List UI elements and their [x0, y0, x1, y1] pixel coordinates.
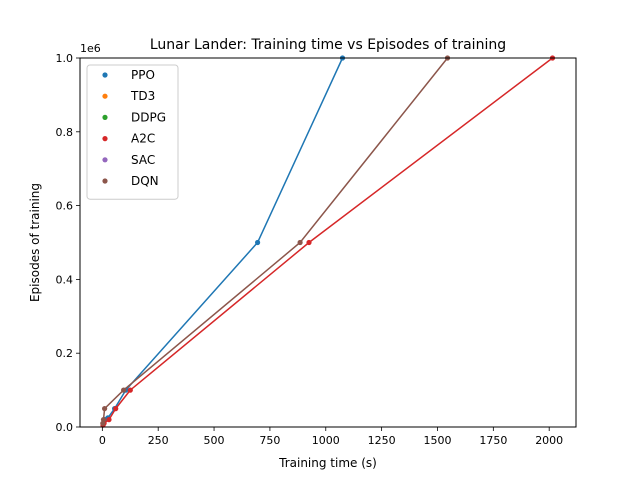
x-tick-label: 250 — [148, 434, 169, 447]
x-tick-label: 0 — [99, 434, 106, 447]
legend-label-ddpg: DDPG — [131, 110, 166, 124]
data-point-a2c — [127, 387, 133, 393]
x-tick-label: 750 — [259, 434, 280, 447]
legend-label-td3: TD3 — [130, 89, 155, 103]
y-tick-label: 1.0 — [56, 52, 74, 65]
data-point-dqn — [102, 406, 108, 412]
x-axis-label: Training time (s) — [278, 456, 377, 470]
y-tick-label: 0.4 — [56, 273, 74, 286]
x-tick-label: 1750 — [479, 434, 507, 447]
legend-label-a2c: A2C — [131, 132, 155, 146]
y-axis: 0.0 0.2 0.4 0.6 0.8 1.0 — [56, 52, 80, 434]
x-axis: 0 250 500 750 1000 1250 1500 1750 2000 — [99, 427, 563, 447]
legend: PPO TD3 DDPG A2C SAC DQN — [86, 64, 179, 200]
data-point-dqn — [121, 387, 127, 393]
legend-label-ppo: PPO — [131, 68, 155, 82]
legend-marker-ppo — [102, 72, 108, 78]
x-tick-label: 1250 — [368, 434, 396, 447]
data-point-a2c — [106, 417, 112, 423]
legend-marker-ddpg — [102, 114, 108, 120]
y-tick-label: 0.6 — [56, 200, 74, 213]
data-point-ppo — [255, 239, 261, 246]
plot-frame — [79, 57, 577, 428]
legend-box — [86, 64, 179, 200]
data-point-a2c — [113, 406, 119, 412]
x-tick-label: 500 — [204, 434, 225, 447]
legend-marker-dqn — [102, 178, 108, 184]
x-tick-label: 1500 — [423, 434, 451, 447]
x-tick-label: 2000 — [535, 434, 563, 447]
legend-marker-sac — [102, 157, 108, 163]
chart-title: Lunar Lander: Training time vs Episodes … — [150, 37, 506, 53]
y-offset-label: 1e6 — [80, 42, 101, 55]
x-tick-label: 1000 — [312, 434, 340, 447]
y-tick-label: 0.8 — [56, 126, 74, 139]
y-axis-label: Episodes of training — [28, 183, 42, 302]
data-point-dqn — [100, 417, 107, 423]
y-tick-label: 0.2 — [56, 347, 74, 360]
y-tick-label: 0.0 — [56, 421, 74, 434]
legend-label-dqn: DQN — [131, 174, 159, 188]
data-point-dqn — [297, 239, 303, 246]
legend-marker-a2c — [102, 136, 108, 142]
legend-label-sac: SAC — [131, 153, 155, 167]
data-point-a2c — [306, 239, 312, 246]
legend-marker-td3 — [102, 93, 108, 99]
